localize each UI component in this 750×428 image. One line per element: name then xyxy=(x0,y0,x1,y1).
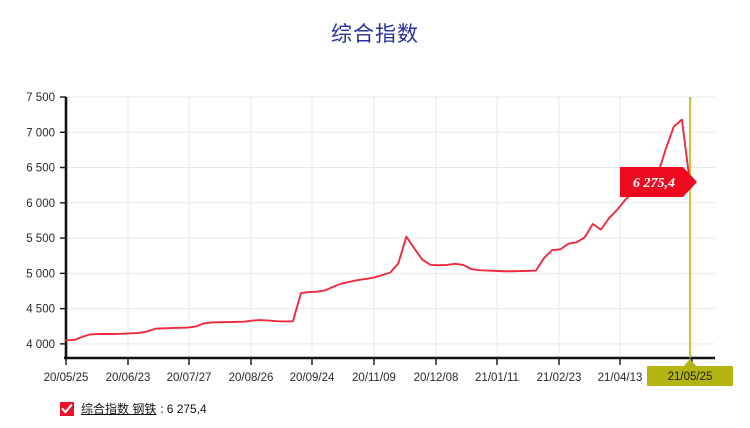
x-axis-tick-label: 20/12/08 xyxy=(414,372,459,384)
cursor-date-label: 21/05/25 xyxy=(668,371,713,383)
legend-series-value: 6 275,4 xyxy=(166,401,207,416)
y-axis-tick-label: 6 500 xyxy=(26,163,55,175)
x-axis-tick-label: 20/08/26 xyxy=(229,372,274,384)
gridlines-group xyxy=(65,96,715,358)
y-axis-tick-label: 5 500 xyxy=(26,233,55,245)
y-axis-tick-label: 7 000 xyxy=(26,127,55,139)
x-axis-tick-label: 20/09/24 xyxy=(290,372,335,384)
x-axis-ticks-group: 20/05/25 20/06/23 20/07/27 20/08/26 20/09/24… xyxy=(44,358,693,384)
x-axis-tick-label: 21/04/13 xyxy=(598,372,643,384)
x-axis-tick-label: 20/11/09 xyxy=(352,372,396,384)
chart-plot-area: 4 000 4 500 5 000 5 500 6 000 6 500 7 000 7 500… xyxy=(26,92,733,386)
y-axis-tick-label: 7 500 xyxy=(26,92,55,104)
callout-bubble-shape xyxy=(620,167,697,197)
legend-separator: : xyxy=(160,401,164,416)
chart-legend[interactable]: 综合指数 钢铁 : 6 275,4 xyxy=(60,400,207,417)
value-callout: 6 275,4 xyxy=(620,167,697,197)
checkbox-checked-icon[interactable] xyxy=(60,401,74,416)
chart-title: 综合指数 xyxy=(331,22,419,46)
y-axis-ticks-group: 4 000 4 500 5 000 5 500 6 000 6 500 7 000 7 500 xyxy=(26,92,66,351)
x-axis-tick-label: 21/02/23 xyxy=(537,372,582,384)
x-axis-tick-label: 21/01/11 xyxy=(475,372,519,384)
y-axis-tick-label: 5 000 xyxy=(26,268,55,280)
callout-value-label: 6 275,4 xyxy=(633,176,675,191)
y-axis-tick-label: 4 000 xyxy=(26,339,55,351)
series-line-composite-index xyxy=(65,118,691,342)
x-axis-tick-label: 20/05/25 xyxy=(44,372,89,384)
y-axis-tick-label: 6 000 xyxy=(26,198,55,210)
cursor-highlight-shape xyxy=(647,359,733,386)
legend-series-name[interactable]: 综合指数 钢铁 xyxy=(81,402,157,416)
x-axis-tick-label: 20/06/23 xyxy=(106,372,151,384)
cursor-date-highlight: 21/05/25 xyxy=(647,359,733,386)
x-axis-tick-label: 20/07/27 xyxy=(167,372,212,384)
y-axis-tick-label: 4 500 xyxy=(26,304,55,316)
